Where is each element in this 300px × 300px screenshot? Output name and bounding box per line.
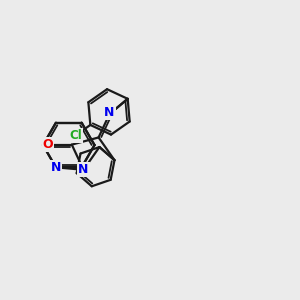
Text: N: N xyxy=(51,161,61,174)
Text: N: N xyxy=(78,163,89,176)
Text: Cl: Cl xyxy=(69,129,82,142)
Text: N: N xyxy=(104,106,115,118)
Text: O: O xyxy=(43,138,53,151)
